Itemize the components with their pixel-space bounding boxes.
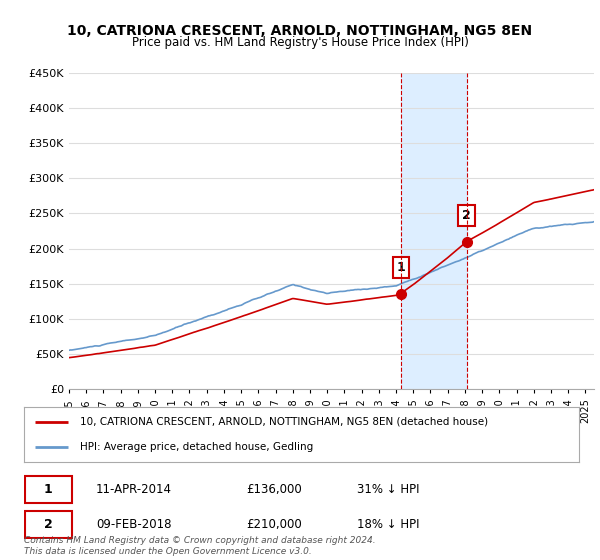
Text: £136,000: £136,000 xyxy=(246,483,302,496)
Text: 10, CATRIONA CRESCENT, ARNOLD, NOTTINGHAM, NG5 8EN: 10, CATRIONA CRESCENT, ARNOLD, NOTTINGHA… xyxy=(67,24,533,38)
Text: £210,000: £210,000 xyxy=(246,518,302,531)
Text: 1: 1 xyxy=(44,483,53,496)
FancyBboxPatch shape xyxy=(25,511,72,538)
Text: 2: 2 xyxy=(462,209,471,222)
Text: 31% ↓ HPI: 31% ↓ HPI xyxy=(357,483,419,496)
Text: HPI: Average price, detached house, Gedling: HPI: Average price, detached house, Gedl… xyxy=(79,442,313,452)
Text: 11-APR-2014: 11-APR-2014 xyxy=(96,483,172,496)
Text: 18% ↓ HPI: 18% ↓ HPI xyxy=(357,518,419,531)
Text: 10, CATRIONA CRESCENT, ARNOLD, NOTTINGHAM, NG5 8EN (detached house): 10, CATRIONA CRESCENT, ARNOLD, NOTTINGHA… xyxy=(79,417,488,427)
Text: Contains HM Land Registry data © Crown copyright and database right 2024.
This d: Contains HM Land Registry data © Crown c… xyxy=(24,536,376,556)
Text: 2: 2 xyxy=(44,518,53,531)
Text: 09-FEB-2018: 09-FEB-2018 xyxy=(96,518,172,531)
Text: Price paid vs. HM Land Registry's House Price Index (HPI): Price paid vs. HM Land Registry's House … xyxy=(131,36,469,49)
Bar xyxy=(401,73,467,389)
FancyBboxPatch shape xyxy=(25,477,72,503)
Text: 1: 1 xyxy=(397,261,405,274)
